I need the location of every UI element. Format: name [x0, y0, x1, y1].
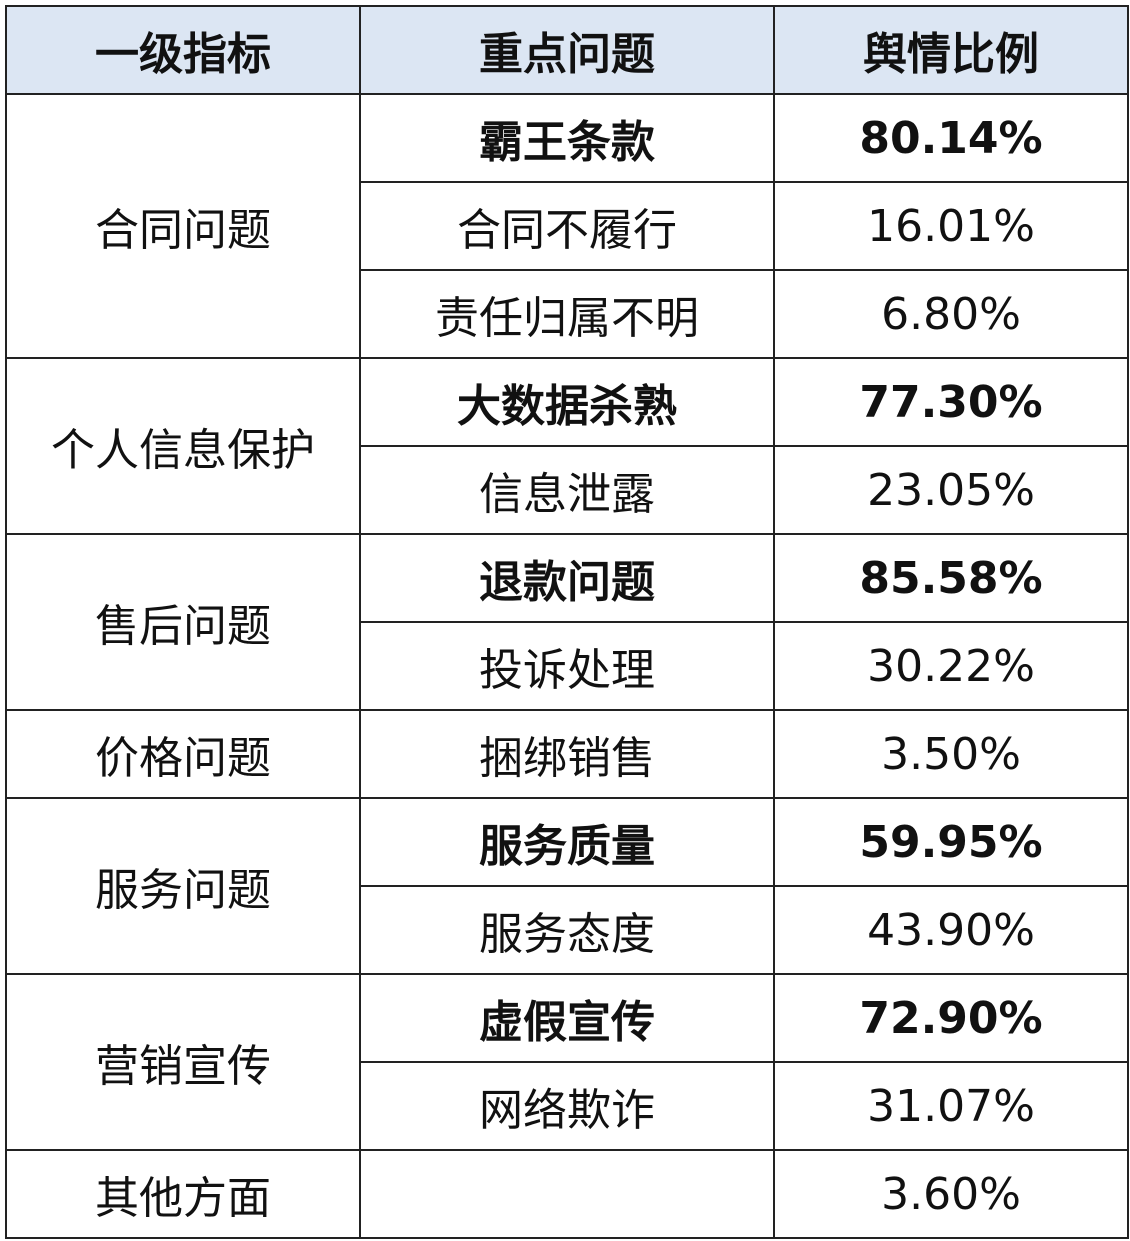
ratio-cell: 3.60% [773, 1149, 1129, 1239]
table-row: 售后问题 退款问题 85.58% [5, 533, 1129, 711]
ratio-cell: 85.58% [773, 533, 1129, 623]
ratio-cell: 31.07% [773, 1061, 1129, 1151]
category-cell: 个人信息保护 [5, 357, 361, 535]
issue-cell [359, 1149, 775, 1239]
table-row: 其他方面 3.60% [5, 1149, 1129, 1239]
opinion-ratio-table: 一级指标 重点问题 舆情比例 合同问题 霸王条款 80.14% 合同不履行 16.01%… [5, 5, 1129, 1239]
issue-cell: 服务质量 [359, 797, 775, 887]
table-row: 营销宣传 虚假宣传 72.90% [5, 973, 1129, 1151]
header-issue: 重点问题 [359, 5, 775, 95]
issue-cell: 虚假宣传 [359, 973, 775, 1063]
header-ratio: 舆情比例 [773, 5, 1129, 95]
table-row: 服务态度 43.90% [6, 885, 1129, 975]
ratio-cell: 72.90% [773, 973, 1129, 1063]
issue-cell: 信息泄露 [359, 445, 775, 535]
issue-cell: 服务态度 [359, 885, 775, 975]
issue-cell: 退款问题 [359, 533, 775, 623]
issue-cell: 大数据杀熟 [359, 357, 775, 447]
issue-cell: 责任归属不明 [359, 269, 775, 359]
issue-cell: 捆绑销售 [359, 709, 775, 799]
ratio-cell: 6.80% [773, 269, 1129, 359]
header-row: 一级指标 重点问题 舆情比例 [5, 5, 1129, 95]
ratio-cell: 3.50% [773, 709, 1129, 799]
category-cell: 服务问题 [5, 797, 361, 975]
ratio-cell: 80.14% [773, 93, 1129, 183]
ratio-cell: 30.22% [773, 621, 1129, 711]
table-row: 合同问题 霸王条款 80.14% [5, 93, 1129, 359]
table-row: 个人信息保护 大数据杀熟 77.30% [5, 357, 1129, 535]
ratio-cell: 59.95% [773, 797, 1129, 887]
table-row: 责任归属不明 6.80% [6, 269, 1129, 359]
issue-cell: 投诉处理 [359, 621, 775, 711]
category-cell: 价格问题 [5, 709, 361, 799]
ratio-cell: 77.30% [773, 357, 1129, 447]
table-row: 价格问题 捆绑销售 3.50% [5, 709, 1129, 799]
table-row: 投诉处理 30.22% [6, 621, 1129, 711]
ratio-cell: 23.05% [773, 445, 1129, 535]
table-row: 合同不履行 16.01% [6, 181, 1129, 271]
category-cell: 营销宣传 [5, 973, 361, 1151]
table-row: 网络欺诈 31.07% [6, 1061, 1129, 1151]
category-cell: 售后问题 [5, 533, 361, 711]
ratio-cell: 43.90% [773, 885, 1129, 975]
ratio-cell: 16.01% [773, 181, 1129, 271]
category-cell: 其他方面 [5, 1149, 361, 1239]
issue-cell: 合同不履行 [359, 181, 775, 271]
table-row: 信息泄露 23.05% [6, 445, 1129, 535]
issue-cell: 网络欺诈 [359, 1061, 775, 1151]
table-row: 服务问题 服务质量 59.95% [5, 797, 1129, 975]
category-cell: 合同问题 [5, 93, 361, 359]
issue-cell: 霸王条款 [359, 93, 775, 183]
header-category: 一级指标 [5, 5, 361, 95]
